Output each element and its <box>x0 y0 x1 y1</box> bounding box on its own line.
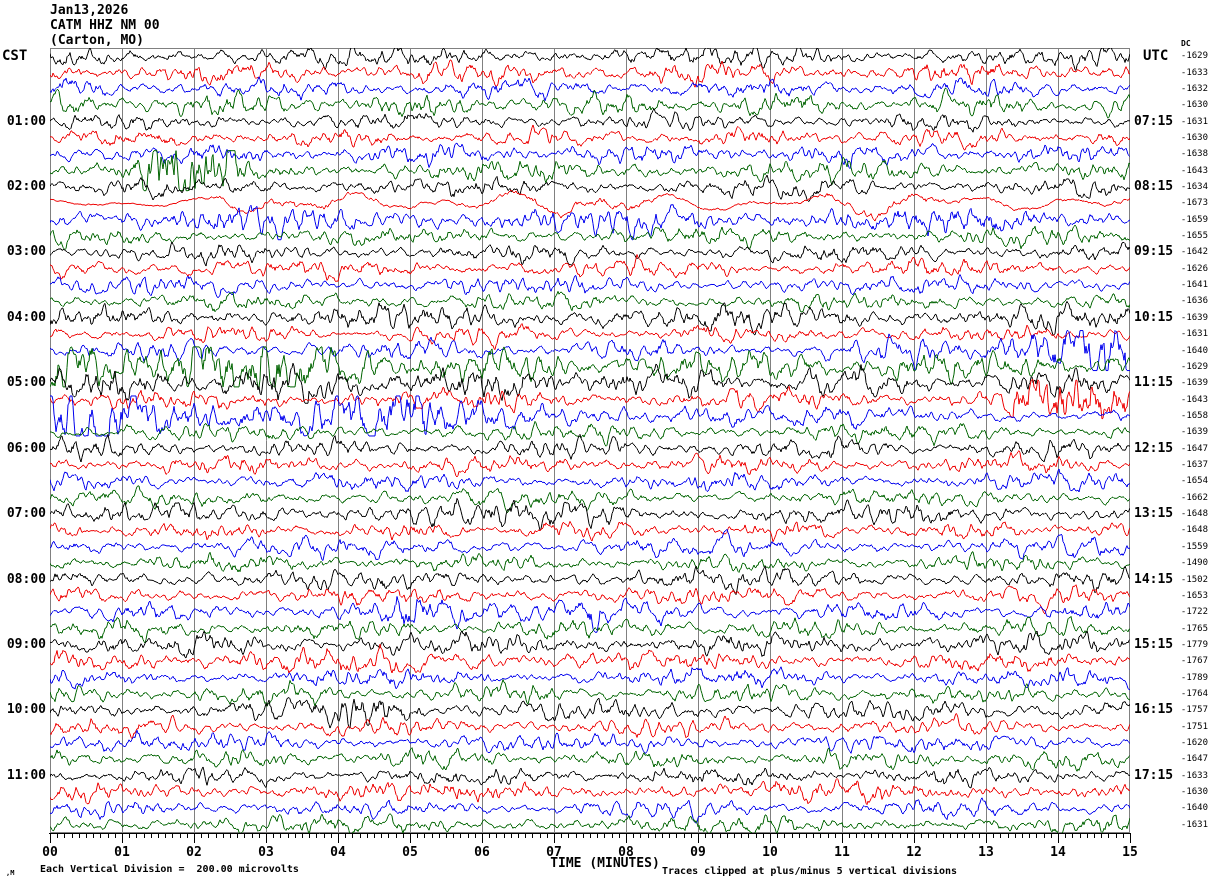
dc-value: -1648 <box>1180 525 1208 536</box>
dc-value: -1620 <box>1180 738 1208 749</box>
dc-column-header: DC <box>1181 39 1191 48</box>
dc-value: -1630 <box>1180 132 1208 143</box>
right-timezone-label: UTC <box>1143 48 1169 64</box>
plot-date: Jan13,2026 <box>50 3 129 18</box>
dc-value: -1626 <box>1180 263 1208 274</box>
clipping-note: Traces clipped at plus/minus 5 vertical … <box>662 866 958 877</box>
x-tick-label: 10 <box>762 845 778 860</box>
watermark: ,M <box>6 869 15 877</box>
dc-value: -1631 <box>1180 329 1208 340</box>
dc-value: -1722 <box>1180 607 1208 618</box>
x-tick-label: 14 <box>1050 845 1066 860</box>
cst-hour-label: 11:00 <box>6 767 46 783</box>
cst-hour-label: 03:00 <box>6 244 46 260</box>
station-code: CATM HHZ NM 00 <box>50 18 160 33</box>
utc-hour-label: 11:15 <box>1134 375 1174 391</box>
x-axis-title: TIME (MINUTES) <box>550 856 660 871</box>
dc-value: -1659 <box>1180 214 1208 225</box>
dc-value: -1502 <box>1180 574 1208 585</box>
dc-value: -1765 <box>1180 623 1208 634</box>
cst-hour-label: 04:00 <box>6 309 46 325</box>
dc-value: -1639 <box>1180 378 1208 389</box>
dc-value: -1648 <box>1180 509 1208 520</box>
utc-hour-label: 10:15 <box>1134 309 1174 325</box>
x-tick-label: 09 <box>690 845 706 860</box>
dc-value: -1629 <box>1180 361 1208 372</box>
dc-value: -1490 <box>1180 558 1208 569</box>
dc-value: -1642 <box>1180 247 1208 258</box>
x-axis-ticks-canvas <box>49 833 1131 847</box>
x-tick-label: 15 <box>1122 845 1138 860</box>
utc-hour-label: 17:15 <box>1134 767 1174 783</box>
x-tick-label: 12 <box>906 845 922 860</box>
dc-value: -1643 <box>1180 394 1208 405</box>
x-tick-label: 07 <box>546 845 562 860</box>
dc-value: -1633 <box>1180 770 1208 781</box>
dc-value: -1779 <box>1180 639 1208 650</box>
x-tick-label: 13 <box>978 845 994 860</box>
vertical-division-note: Each Vertical Division = 200.00 microvol… <box>40 864 299 875</box>
dc-value: -1647 <box>1180 443 1208 454</box>
dc-value: -1653 <box>1180 590 1208 601</box>
dc-value: -1629 <box>1180 51 1208 62</box>
utc-hour-label: 07:15 <box>1134 113 1174 129</box>
dc-value: -1640 <box>1180 345 1208 356</box>
dc-value: -1631 <box>1180 116 1208 127</box>
dc-value: -1673 <box>1180 198 1208 209</box>
dc-value: -1658 <box>1180 410 1208 421</box>
cst-hour-label: 06:00 <box>6 440 46 456</box>
cst-hour-label: 07:00 <box>6 506 46 522</box>
x-tick-label: 02 <box>186 845 202 860</box>
dc-value: -1654 <box>1180 476 1208 487</box>
dc-value: -1633 <box>1180 67 1208 78</box>
cst-hour-label: 08:00 <box>6 571 46 587</box>
x-tick-label: 05 <box>402 845 418 860</box>
dc-value: -1559 <box>1180 541 1208 552</box>
cst-hour-label: 02:00 <box>6 179 46 194</box>
cst-hour-label: 05:00 <box>6 375 46 391</box>
dc-value: -1662 <box>1180 492 1208 503</box>
dc-value: -1764 <box>1180 688 1208 699</box>
cst-hour-label: 09:00 <box>6 636 46 652</box>
dc-value: -1634 <box>1180 182 1208 192</box>
left-timezone-label: CST <box>2 48 28 64</box>
dc-value: -1641 <box>1180 280 1208 291</box>
dc-value: -1647 <box>1180 754 1208 765</box>
dc-value: -1655 <box>1180 231 1208 242</box>
x-tick-label: 11 <box>834 845 850 860</box>
dc-value: -1636 <box>1180 296 1208 307</box>
dc-value: -1639 <box>1180 312 1208 323</box>
dc-value: -1630 <box>1180 100 1208 111</box>
dc-value: -1757 <box>1180 705 1208 716</box>
x-tick-label: 03 <box>258 845 274 860</box>
dc-value: -1751 <box>1180 721 1208 732</box>
station-location: (Carton, MO) <box>50 33 144 48</box>
dc-value: -1639 <box>1180 427 1208 438</box>
dc-value: -1767 <box>1180 656 1208 667</box>
dc-value: -1640 <box>1180 803 1208 814</box>
x-tick-label: 01 <box>114 845 130 860</box>
utc-hour-label: 08:15 <box>1134 179 1174 194</box>
utc-hour-label: 14:15 <box>1134 571 1174 587</box>
cst-hour-label: 01:00 <box>6 113 46 129</box>
utc-hour-label: 09:15 <box>1134 244 1174 260</box>
dc-value: -1643 <box>1180 165 1208 176</box>
dc-value: -1631 <box>1180 819 1208 830</box>
x-tick-label: 04 <box>330 845 346 860</box>
x-tick-label: 06 <box>474 845 490 860</box>
helicorder-trace-canvas <box>50 48 1130 833</box>
dc-value: -1632 <box>1180 83 1208 94</box>
utc-hour-label: 15:15 <box>1134 636 1174 652</box>
dc-value: -1630 <box>1180 787 1208 798</box>
dc-value: -1638 <box>1180 149 1208 160</box>
utc-hour-label: 12:15 <box>1134 440 1174 456</box>
utc-hour-label: 13:15 <box>1134 506 1174 522</box>
cst-hour-label: 10:00 <box>6 702 46 718</box>
x-tick-label: 08 <box>618 845 634 860</box>
x-tick-label: 00 <box>42 845 58 860</box>
dc-value: -1637 <box>1180 460 1208 471</box>
utc-hour-label: 16:15 <box>1134 702 1174 718</box>
dc-value: -1789 <box>1180 672 1208 683</box>
